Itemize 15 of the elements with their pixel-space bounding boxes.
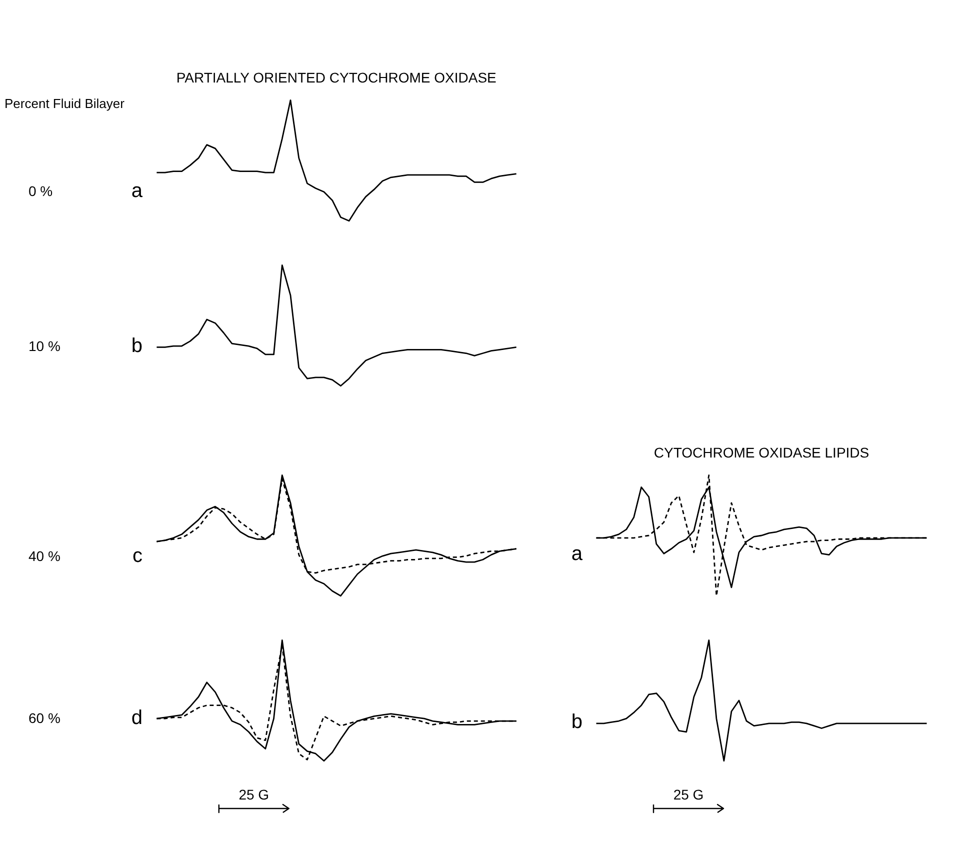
y-axis-title: 60 % bbox=[28, 710, 60, 726]
text: d bbox=[131, 706, 142, 729]
y-axis-title: 10 % bbox=[28, 338, 60, 354]
text: b bbox=[571, 711, 582, 734]
text: a bbox=[131, 180, 144, 202]
text: a bbox=[571, 542, 584, 565]
y-axis-title: 40 % bbox=[28, 548, 60, 564]
chart-title: PARTIALLY ORIENTED CYTOCHROME OXIDASE bbox=[176, 70, 496, 86]
text: c bbox=[132, 545, 142, 568]
text: b bbox=[131, 335, 142, 358]
text: Percent Fluid Bilayer bbox=[4, 96, 126, 112]
x-axis-title: 25 G bbox=[238, 786, 270, 802]
chart-title: CYTOCHROME OXIDASE LIPIDS bbox=[654, 444, 870, 460]
y-axis-title: 0 % bbox=[28, 182, 53, 199]
x-axis-title: 25 G bbox=[673, 786, 704, 802]
